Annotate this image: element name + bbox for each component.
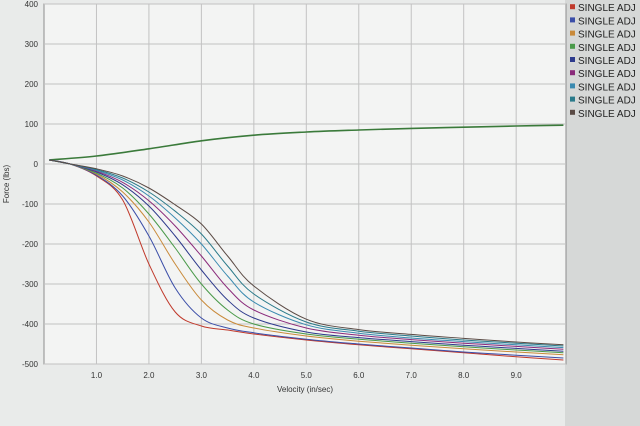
legend-swatch (570, 4, 575, 10)
series-line-6 (49, 159, 564, 352)
x-tick-label: 3.0 (196, 371, 208, 380)
y-tick-label: 100 (25, 120, 39, 129)
x-tick-label: 1.0 (91, 371, 103, 380)
legend-item-label: SINGLE ADJ (578, 43, 636, 54)
y-tick-label: -200 (22, 240, 39, 249)
y-tick-label: -500 (22, 360, 39, 369)
legend-item-label: SINGLE ADJ (578, 69, 636, 80)
legend-paper (565, 0, 640, 426)
legend-item-label: SINGLE ADJ (578, 0, 636, 1)
grid-lines (44, 3, 566, 365)
legend-item-label: SINGLE ADJ (578, 30, 636, 41)
legend-item-label: SINGLE ADJ (578, 56, 636, 67)
y-tick-label: 0 (34, 160, 39, 169)
y-tick-labels: 400 300 200 100 0 -100 -200 -300 -400 -500 (22, 0, 39, 369)
y-tick-label: -300 (22, 280, 39, 289)
x-tick-label: 6.0 (353, 371, 365, 380)
series-line-8 (49, 159, 564, 349)
legend-swatch (570, 17, 575, 23)
legend-swatch (570, 57, 575, 62)
legend-item-label: SINGLE ADJ (578, 82, 636, 93)
series-line-9 (49, 159, 564, 347)
x-tick-label: 4.0 (248, 371, 260, 380)
legend-item-label: SINGLE ADJ (578, 3, 636, 14)
legend-swatch (570, 83, 575, 89)
y-axis-title: Force (lbs) (2, 165, 11, 204)
x-tick-labels: 1.0 2.0 3.0 4.0 5.0 6.0 7.0 8.0 9.0 (91, 371, 522, 380)
legend-swatch (570, 70, 575, 76)
x-tick-label: 7.0 (406, 371, 418, 380)
legend-swatch (570, 96, 575, 102)
legend-swatch (570, 30, 575, 36)
y-tick-label: 200 (25, 80, 39, 89)
series-line-10 (49, 159, 564, 346)
x-tick-label: 9.0 (511, 371, 523, 380)
legend-swatch (570, 109, 575, 115)
x-tick-label: 8.0 (458, 371, 470, 380)
x-axis-title: Velocity (in/sec) (277, 385, 333, 394)
series-line-1 (49, 124, 564, 161)
legend-item-label: SINGLE ADJ (578, 109, 636, 120)
series-line-7 (49, 159, 564, 350)
y-tick-label: 400 (25, 0, 39, 9)
x-tick-label: 5.0 (301, 371, 313, 380)
y-tick-label: -100 (22, 200, 39, 209)
x-tick-label: 2.0 (143, 371, 155, 380)
series-line-3 (49, 159, 564, 359)
series-line-4 (49, 159, 564, 356)
legend-item-label: SINGLE ADJ (578, 96, 636, 107)
series-line-5 (49, 159, 564, 354)
legend: SINGLE ADJ SINGLE ADJ SINGLE ADJ SINGLE ADJ… (570, 0, 636, 120)
legend-swatch (570, 43, 575, 49)
series-lines (49, 124, 564, 361)
series-line-2 (49, 159, 564, 361)
legend-item-label: SINGLE ADJ (578, 16, 636, 27)
y-tick-label: 300 (25, 40, 39, 49)
y-tick-label: -400 (22, 320, 39, 329)
